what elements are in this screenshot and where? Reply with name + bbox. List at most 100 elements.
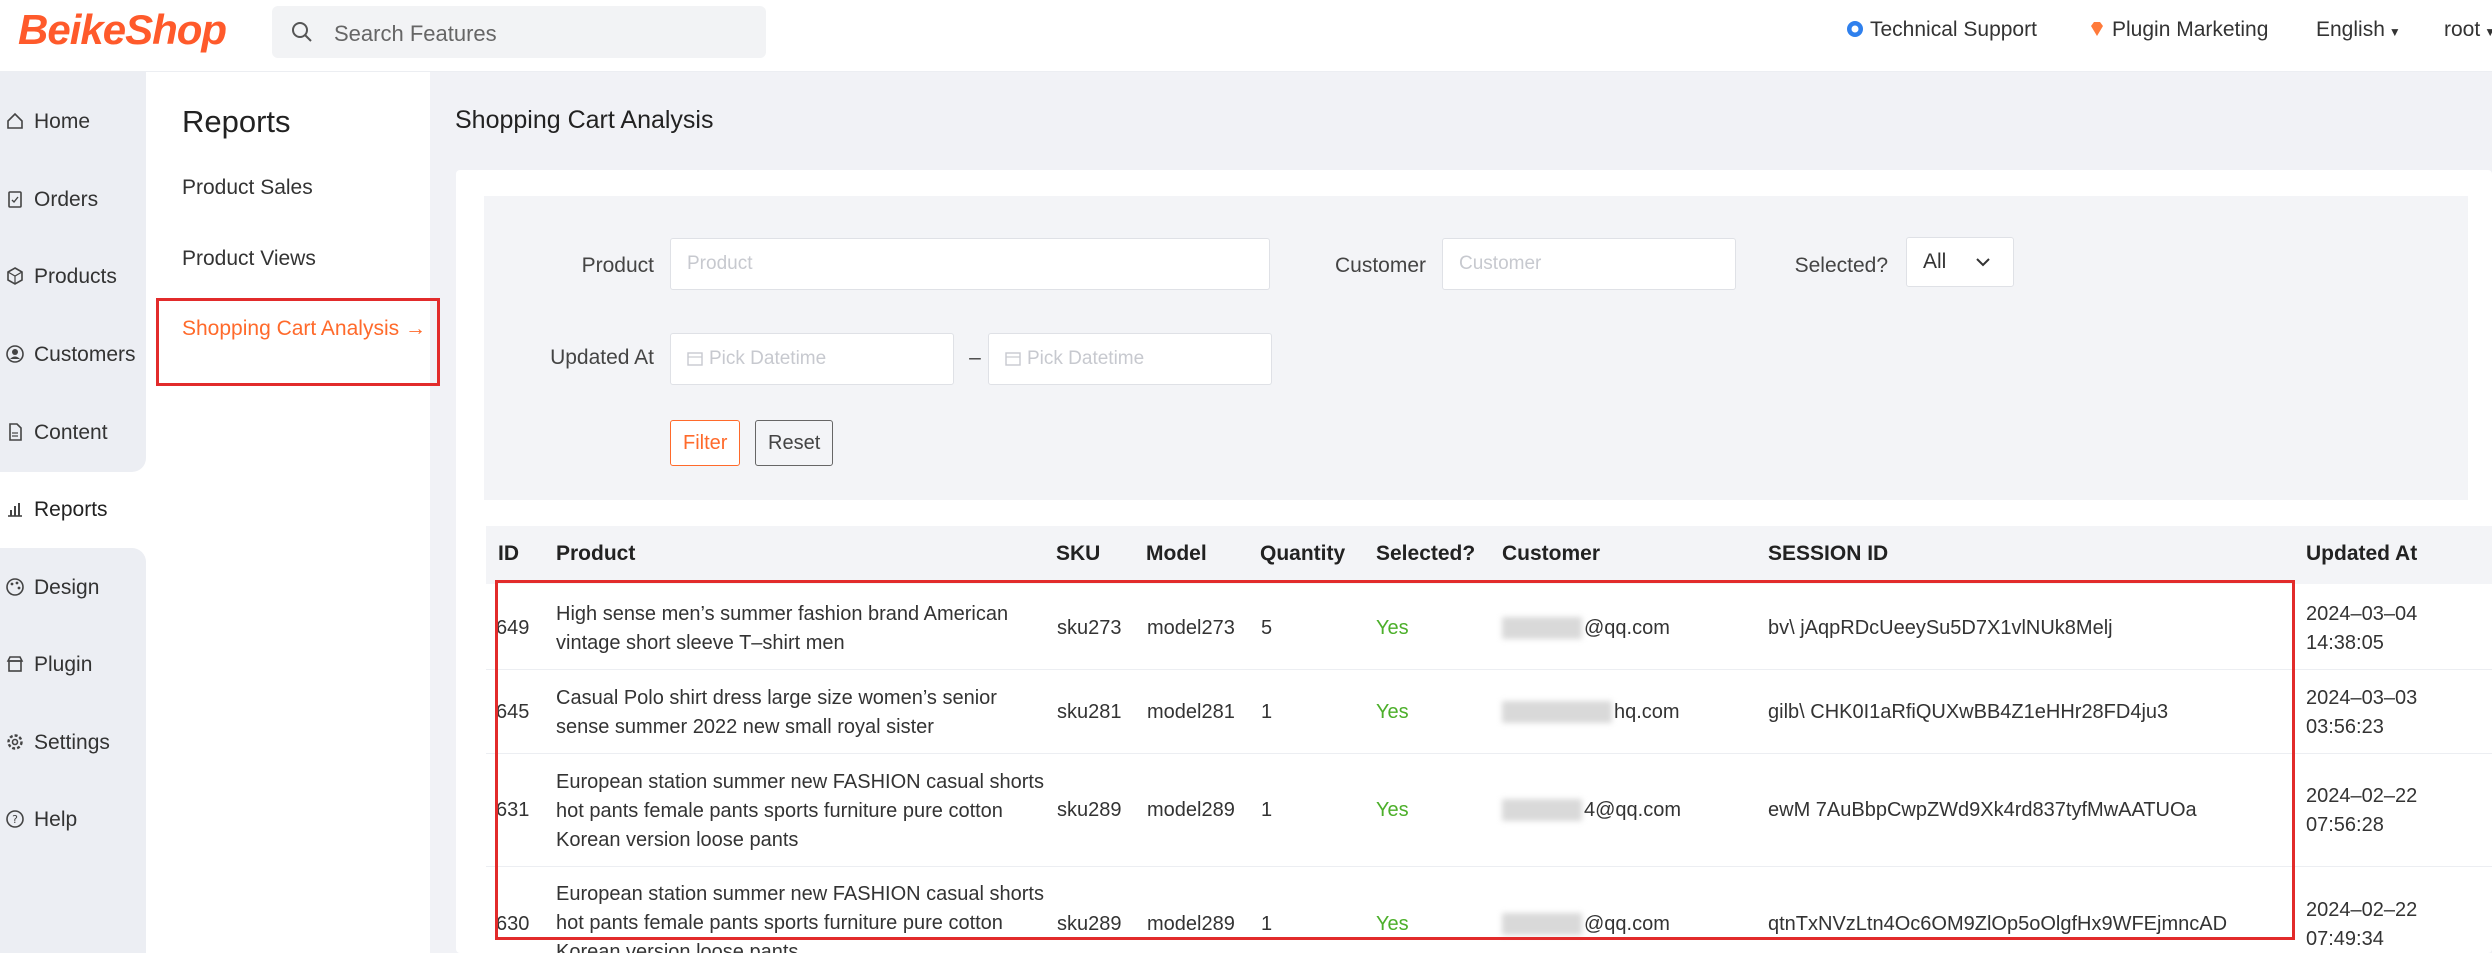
redacted-customer <box>1502 799 1582 821</box>
cell-id: 649 <box>496 617 530 639</box>
subnav-product-views[interactable]: Product Views <box>182 247 316 270</box>
cell-sku: sku289 <box>1057 913 1122 935</box>
date-range-separator: – <box>969 346 981 369</box>
cell-quantity: 1 <box>1261 701 1273 723</box>
calendar-icon <box>1005 352 1021 366</box>
cell-product: European station summer new FASHION casu… <box>556 883 1044 953</box>
cell-sku: sku289 <box>1057 799 1122 821</box>
col-customer: Customer <box>1502 542 1601 565</box>
customer-filter-label: Customer <box>1334 254 1426 277</box>
redacted-customer <box>1502 913 1582 935</box>
col-quantity: Quantity <box>1260 542 1346 565</box>
selected-filter-label: Selected? <box>1794 254 1888 277</box>
page-title: Shopping Cart Analysis <box>455 106 714 134</box>
sidebar-group-bottom <box>0 548 146 953</box>
gear-icon <box>7 734 23 750</box>
selected-filter-select[interactable]: All <box>1906 237 2014 287</box>
nav-customers[interactable]: Customers <box>6 343 136 367</box>
top-header: BeikeShop Search Features Technical Supp… <box>0 0 2492 72</box>
caret-down-icon: ▼ <box>2484 25 2492 39</box>
plugin-marketing-link[interactable]: Plugin Marketing <box>2088 18 2268 42</box>
cell-updated-at: 2024–02–22 07:56:28 <box>2306 785 2418 836</box>
cell-product: European station summer new FASHION casu… <box>556 771 1044 851</box>
cell-sku: sku273 <box>1057 617 1122 639</box>
cell-product: High sense men’s summer fashion brand Am… <box>556 603 1009 654</box>
palette-icon <box>6 578 24 596</box>
col-id: ID <box>498 542 519 565</box>
col-selected: Selected? <box>1376 542 1476 565</box>
table-header: ID Product SKU Model Quantity Selected? … <box>486 526 2492 584</box>
box-icon <box>7 267 23 285</box>
cell-customer: hq.com <box>1614 701 1680 723</box>
cell-product: Casual Polo shirt dress large size women… <box>556 687 997 738</box>
cell-model: model273 <box>1147 617 1235 639</box>
nav-help[interactable]: ? Help <box>6 808 77 832</box>
user-circle-icon <box>6 345 24 363</box>
cell-model: model289 <box>1147 913 1235 935</box>
help-icon: ? <box>6 810 24 828</box>
cell-model: model289 <box>1147 799 1235 821</box>
logo[interactable]: BeikeShop <box>18 6 227 53</box>
cell-session-id: ewM 7AuBbpCwpZWd9Xk4rd837tyfMwAATUOa <box>1768 799 2197 821</box>
cell-customer: @qq.com <box>1584 913 1670 935</box>
subnav-product-sales[interactable]: Product Sales <box>182 176 313 199</box>
cell-updated-at: 2024–03–04 14:38:05 <box>2306 603 2418 654</box>
caret-down-icon: ▼ <box>2388 25 2401 39</box>
cell-selected: Yes <box>1376 799 1409 821</box>
nav-settings[interactable]: Settings <box>6 731 110 755</box>
cell-id: 631 <box>496 799 530 821</box>
cell-quantity: 1 <box>1261 799 1273 821</box>
row-divider <box>486 866 2492 867</box>
updated-to-picker[interactable]: Pick Datetime <box>988 333 1272 385</box>
cell-id: 630 <box>496 913 530 935</box>
redacted-customer <box>1502 701 1612 723</box>
highlight-box-rows <box>495 580 2295 940</box>
technical-support-link[interactable]: Technical Support <box>1846 18 2037 42</box>
cell-sku: sku281 <box>1057 701 1122 723</box>
cell-quantity: 5 <box>1261 617 1273 639</box>
reset-button[interactable]: Reset <box>755 420 834 466</box>
language-dropdown[interactable]: English ▼ <box>2316 18 2401 41</box>
diamond-icon <box>2091 22 2103 36</box>
cell-customer: @qq.com <box>1584 617 1670 639</box>
col-model: Model <box>1146 542 1207 565</box>
updated-at-label: Updated At <box>550 346 654 369</box>
bar-chart-icon <box>8 503 22 517</box>
cell-session-id: bv\ jAqpRDcUeeySu5D7X1vlNUk8Melj <box>1768 617 2113 639</box>
cell-id: 645 <box>496 701 530 723</box>
cell-session-id: qtnTxNVzLtn4Oc6OM9ZlOp5oOlgfHx9WFEjmncAD <box>1768 913 2228 935</box>
customer-filter-input[interactable]: Customer <box>1442 238 1736 290</box>
updated-from-picker[interactable]: Pick Datetime <box>670 333 954 385</box>
product-filter-label: Product <box>581 254 654 277</box>
nav-products[interactable]: Products <box>6 265 117 289</box>
sidebar-group-top <box>0 72 146 472</box>
filter-button[interactable]: Filter <box>670 420 741 466</box>
product-filter-input[interactable]: Product <box>670 238 1270 290</box>
cell-selected: Yes <box>1376 617 1409 639</box>
calendar-icon <box>687 352 703 366</box>
nav-home[interactable]: Home <box>6 110 90 134</box>
nav-orders[interactable]: Orders <box>6 188 98 212</box>
nav-plugin[interactable]: Plugin <box>6 653 92 677</box>
nav-reports[interactable]: Reports <box>6 498 108 522</box>
subnav-title: Reports <box>182 104 291 139</box>
reports-subnav <box>146 72 430 953</box>
cell-updated-at: 2024–02–22 07:49:34 <box>2306 899 2418 950</box>
clipboard-icon <box>8 191 22 208</box>
cell-updated-at: 2024–03–03 03:56:23 <box>2306 687 2418 738</box>
search-placeholder: Search Features <box>334 21 497 46</box>
search-input[interactable]: Search Features <box>272 6 766 58</box>
col-session-id: SESSION ID <box>1768 542 1889 565</box>
cell-quantity: 1 <box>1261 913 1273 935</box>
user-menu[interactable]: root ▼ <box>2444 18 2492 42</box>
subnav-shopping-cart-analysis[interactable]: Shopping Cart Analysis → <box>182 317 426 340</box>
col-sku: SKU <box>1056 542 1101 565</box>
document-icon <box>9 423 22 441</box>
nav-design[interactable]: Design <box>6 576 99 600</box>
col-product: Product <box>556 542 636 565</box>
nav-content[interactable]: Content <box>6 421 108 445</box>
row-divider <box>486 669 2492 670</box>
search-icon <box>292 22 312 42</box>
home-icon <box>7 112 23 129</box>
col-updated-at: Updated At <box>2306 542 2418 565</box>
